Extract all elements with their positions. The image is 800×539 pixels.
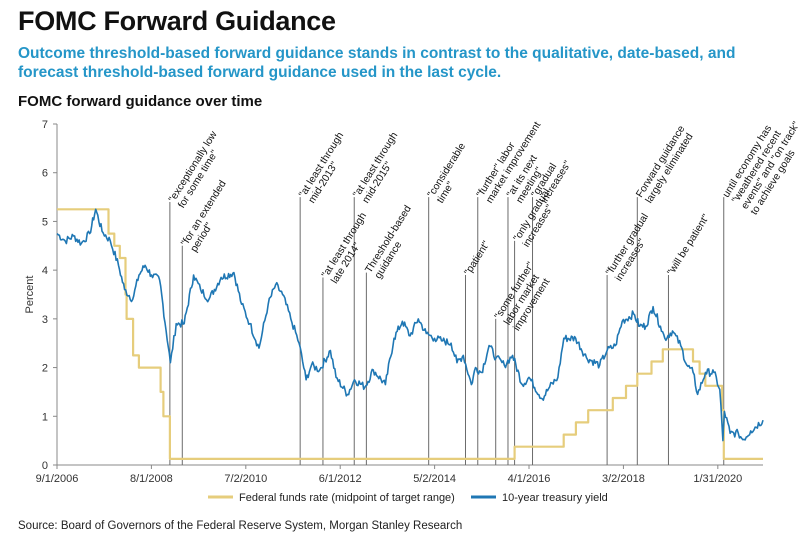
page-title: FOMC Forward Guidance xyxy=(18,6,336,36)
y-tick-label: 5 xyxy=(42,216,48,228)
x-tick-label: 1/31/2020 xyxy=(693,473,742,485)
y-axis-label: Percent xyxy=(24,276,36,314)
annotation-label: "at least throughmid-2013" xyxy=(297,130,355,205)
y-tick-label: 2 xyxy=(42,363,48,375)
chart-axes: 0 1 2 3 4 5 6 7 Percent 9/1/2006 8/1/2008 7/2/2010 6… xyxy=(24,119,763,485)
series-line-fed-funds-rate xyxy=(57,208,763,460)
y-tick-label: 0 xyxy=(42,460,48,472)
x-tick-label: 3/2/2018 xyxy=(602,473,645,485)
annotation-label: "will be patient" xyxy=(666,212,712,277)
annotation-label: "further gradualincreases" xyxy=(604,212,660,284)
chart-legend: Federal funds rate (midpoint of target r… xyxy=(208,492,608,504)
page-subtitle: Outcome threshold-based forward guidance… xyxy=(18,45,736,81)
annotation-label: Threshold-basedguidance xyxy=(364,204,424,281)
y-tick-label: 7 xyxy=(42,119,48,131)
series-line-treasury-yield xyxy=(56,208,764,442)
x-tick-label: 4/1/2016 xyxy=(508,473,551,485)
x-tick-label: 5/2/2014 xyxy=(413,473,456,485)
annotation-label: "at least throughlate 2014" xyxy=(320,211,378,286)
y-tick-label: 6 xyxy=(42,168,48,180)
y-tick-label: 4 xyxy=(42,265,48,277)
x-tick-label: 8/1/2008 xyxy=(130,473,173,485)
x-tick-label: 6/1/2012 xyxy=(319,473,362,485)
annotation-label: "some further"labor marketimprovement xyxy=(493,260,556,333)
legend-entry: Federal funds rate (midpoint of target r… xyxy=(239,492,455,504)
x-tick-label: 7/2/2010 xyxy=(224,473,267,485)
chart-title: FOMC forward guidance over time xyxy=(18,93,263,110)
y-tick-label: 3 xyxy=(42,314,48,326)
x-tick-label: 9/1/2006 xyxy=(36,473,79,485)
legend-entry: 10-year treasury yield xyxy=(502,492,608,504)
source-note: Source: Board of Governors of the Federa… xyxy=(18,520,463,532)
annotation-lines xyxy=(169,197,725,465)
annotation-label: Forward guidancelargely eliminated xyxy=(635,124,697,206)
annotation-label: until economy has"weathered recentevents… xyxy=(721,108,800,217)
y-tick-label: 1 xyxy=(42,411,48,423)
annotation-label: "at least throughmid-2015" xyxy=(351,130,409,205)
chart-series xyxy=(56,208,764,460)
annotation-labels: "exceptionally lowfor some time""for an … xyxy=(167,108,800,333)
annotation-label: "considerabletime" xyxy=(426,141,478,206)
